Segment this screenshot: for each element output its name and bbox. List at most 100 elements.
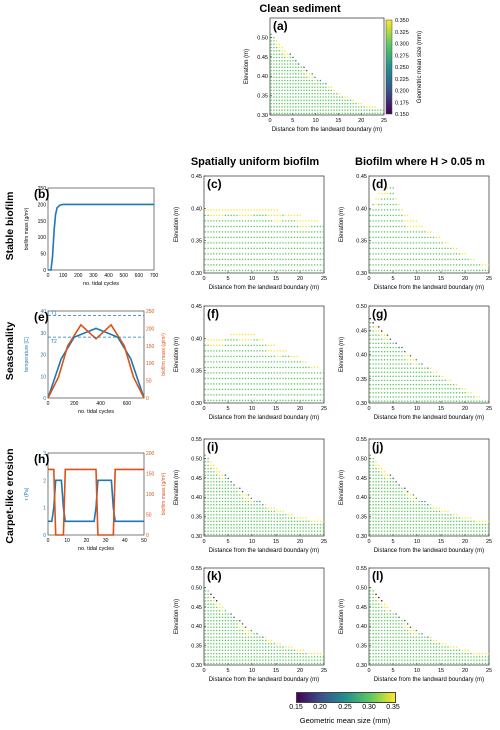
sediment-point (395, 639, 397, 642)
sediment-point (297, 92, 300, 95)
sediment-point (303, 112, 305, 115)
sediment-point (273, 50, 275, 52)
sediment-point (284, 56, 286, 59)
sediment-point (316, 530, 319, 532)
sediment-point (289, 63, 292, 65)
sediment-point (470, 523, 472, 526)
y-tick-label: 0.40 (356, 624, 367, 630)
sediment-point (378, 371, 380, 373)
sediment-point (412, 649, 415, 652)
sediment-point (279, 513, 281, 516)
sediment-point (378, 609, 380, 612)
sediment-point (236, 242, 238, 244)
sediment-point (424, 642, 426, 645)
sediment-point (296, 366, 299, 369)
sediment-point (336, 92, 338, 95)
y-tick-label: 40 (40, 309, 46, 315)
sediment-point (375, 461, 377, 463)
sediment-point (325, 106, 327, 108)
sediment-point (215, 523, 218, 526)
sediment-point (415, 371, 418, 373)
sediment-point (285, 523, 287, 526)
sediment-point (372, 220, 374, 222)
sediment-point (311, 530, 313, 532)
sediment-point (383, 613, 386, 615)
sediment-point (230, 209, 232, 211)
sediment-point (287, 214, 290, 217)
sediment-point (375, 400, 377, 402)
sediment-point (427, 269, 429, 272)
y-tick-label: 0.45 (191, 304, 202, 310)
sediment-point (233, 520, 235, 523)
sediment-point (383, 192, 386, 195)
sediment-point (389, 242, 392, 244)
sediment-point (444, 520, 446, 523)
sediment-point (369, 214, 371, 217)
sediment-point (383, 530, 386, 532)
sediment-point (308, 366, 310, 369)
sediment-point (429, 231, 432, 233)
sediment-point (285, 253, 287, 255)
sediment-point (375, 504, 377, 506)
sediment-point (389, 517, 392, 519)
sediment-point (293, 527, 296, 529)
sediment-point (398, 517, 400, 519)
sediment-point (279, 399, 281, 402)
sediment-point (239, 497, 241, 499)
plot-frame (47, 452, 145, 536)
sediment-point (207, 619, 209, 622)
sediment-point (386, 619, 389, 622)
sediment-point (435, 527, 438, 529)
sediment-point (363, 112, 365, 115)
sediment-point (429, 383, 432, 386)
sediment-point (311, 527, 313, 529)
sediment-point (289, 83, 292, 85)
sediment-point (378, 656, 380, 658)
sediment-point (401, 646, 403, 648)
sediment-point (325, 112, 327, 115)
sediment-point (319, 242, 322, 244)
sediment-point (478, 530, 481, 532)
sediment-point (224, 339, 227, 341)
sediment-point (424, 371, 426, 373)
sediment-point (273, 350, 276, 352)
sediment-point (383, 220, 386, 222)
sediment-point (415, 225, 418, 228)
sediment-point (250, 659, 253, 661)
sediment-point (241, 504, 244, 506)
sediment-point (375, 616, 377, 619)
sediment-point (256, 652, 258, 655)
sediment-point (230, 642, 232, 645)
sediment-point (357, 106, 360, 108)
sediment-point (207, 344, 209, 347)
sediment-point (224, 623, 227, 625)
sediment-point (241, 513, 244, 516)
sediment-point (213, 490, 215, 493)
sediment-point (418, 533, 420, 536)
sediment-point (305, 236, 307, 239)
sediment-point (418, 507, 420, 509)
sediment-point (273, 63, 275, 65)
sediment-point (256, 507, 258, 509)
sediment-point (319, 399, 322, 402)
sediment-point (369, 530, 371, 532)
sediment-point (360, 106, 363, 108)
sediment-point (432, 242, 435, 244)
sediment-point (406, 258, 409, 261)
sediment-point (327, 96, 330, 98)
sediment-point (461, 387, 464, 390)
sediment-point (230, 652, 232, 655)
sediment-point (322, 86, 324, 88)
sediment-point (380, 623, 383, 625)
sediment-point (418, 513, 420, 516)
sediment-point (452, 523, 455, 526)
sediment-point (395, 523, 397, 526)
sediment-point (241, 500, 244, 503)
sediment-point (386, 494, 389, 496)
sediment-point (287, 231, 290, 233)
sediment-point (241, 366, 244, 369)
sediment-point (227, 523, 229, 526)
sediment-point (256, 377, 258, 380)
sediment-point (224, 220, 227, 222)
sediment-point (401, 367, 403, 369)
